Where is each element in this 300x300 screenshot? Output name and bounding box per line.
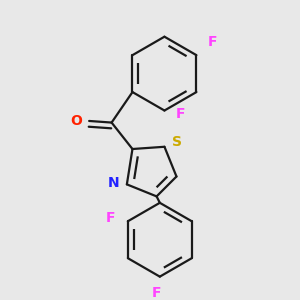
Text: S: S	[172, 135, 182, 149]
Text: N: N	[108, 176, 120, 190]
Text: F: F	[105, 211, 115, 225]
Text: O: O	[70, 114, 82, 128]
Text: F: F	[152, 286, 161, 300]
Text: F: F	[208, 35, 217, 49]
Text: F: F	[176, 107, 185, 121]
